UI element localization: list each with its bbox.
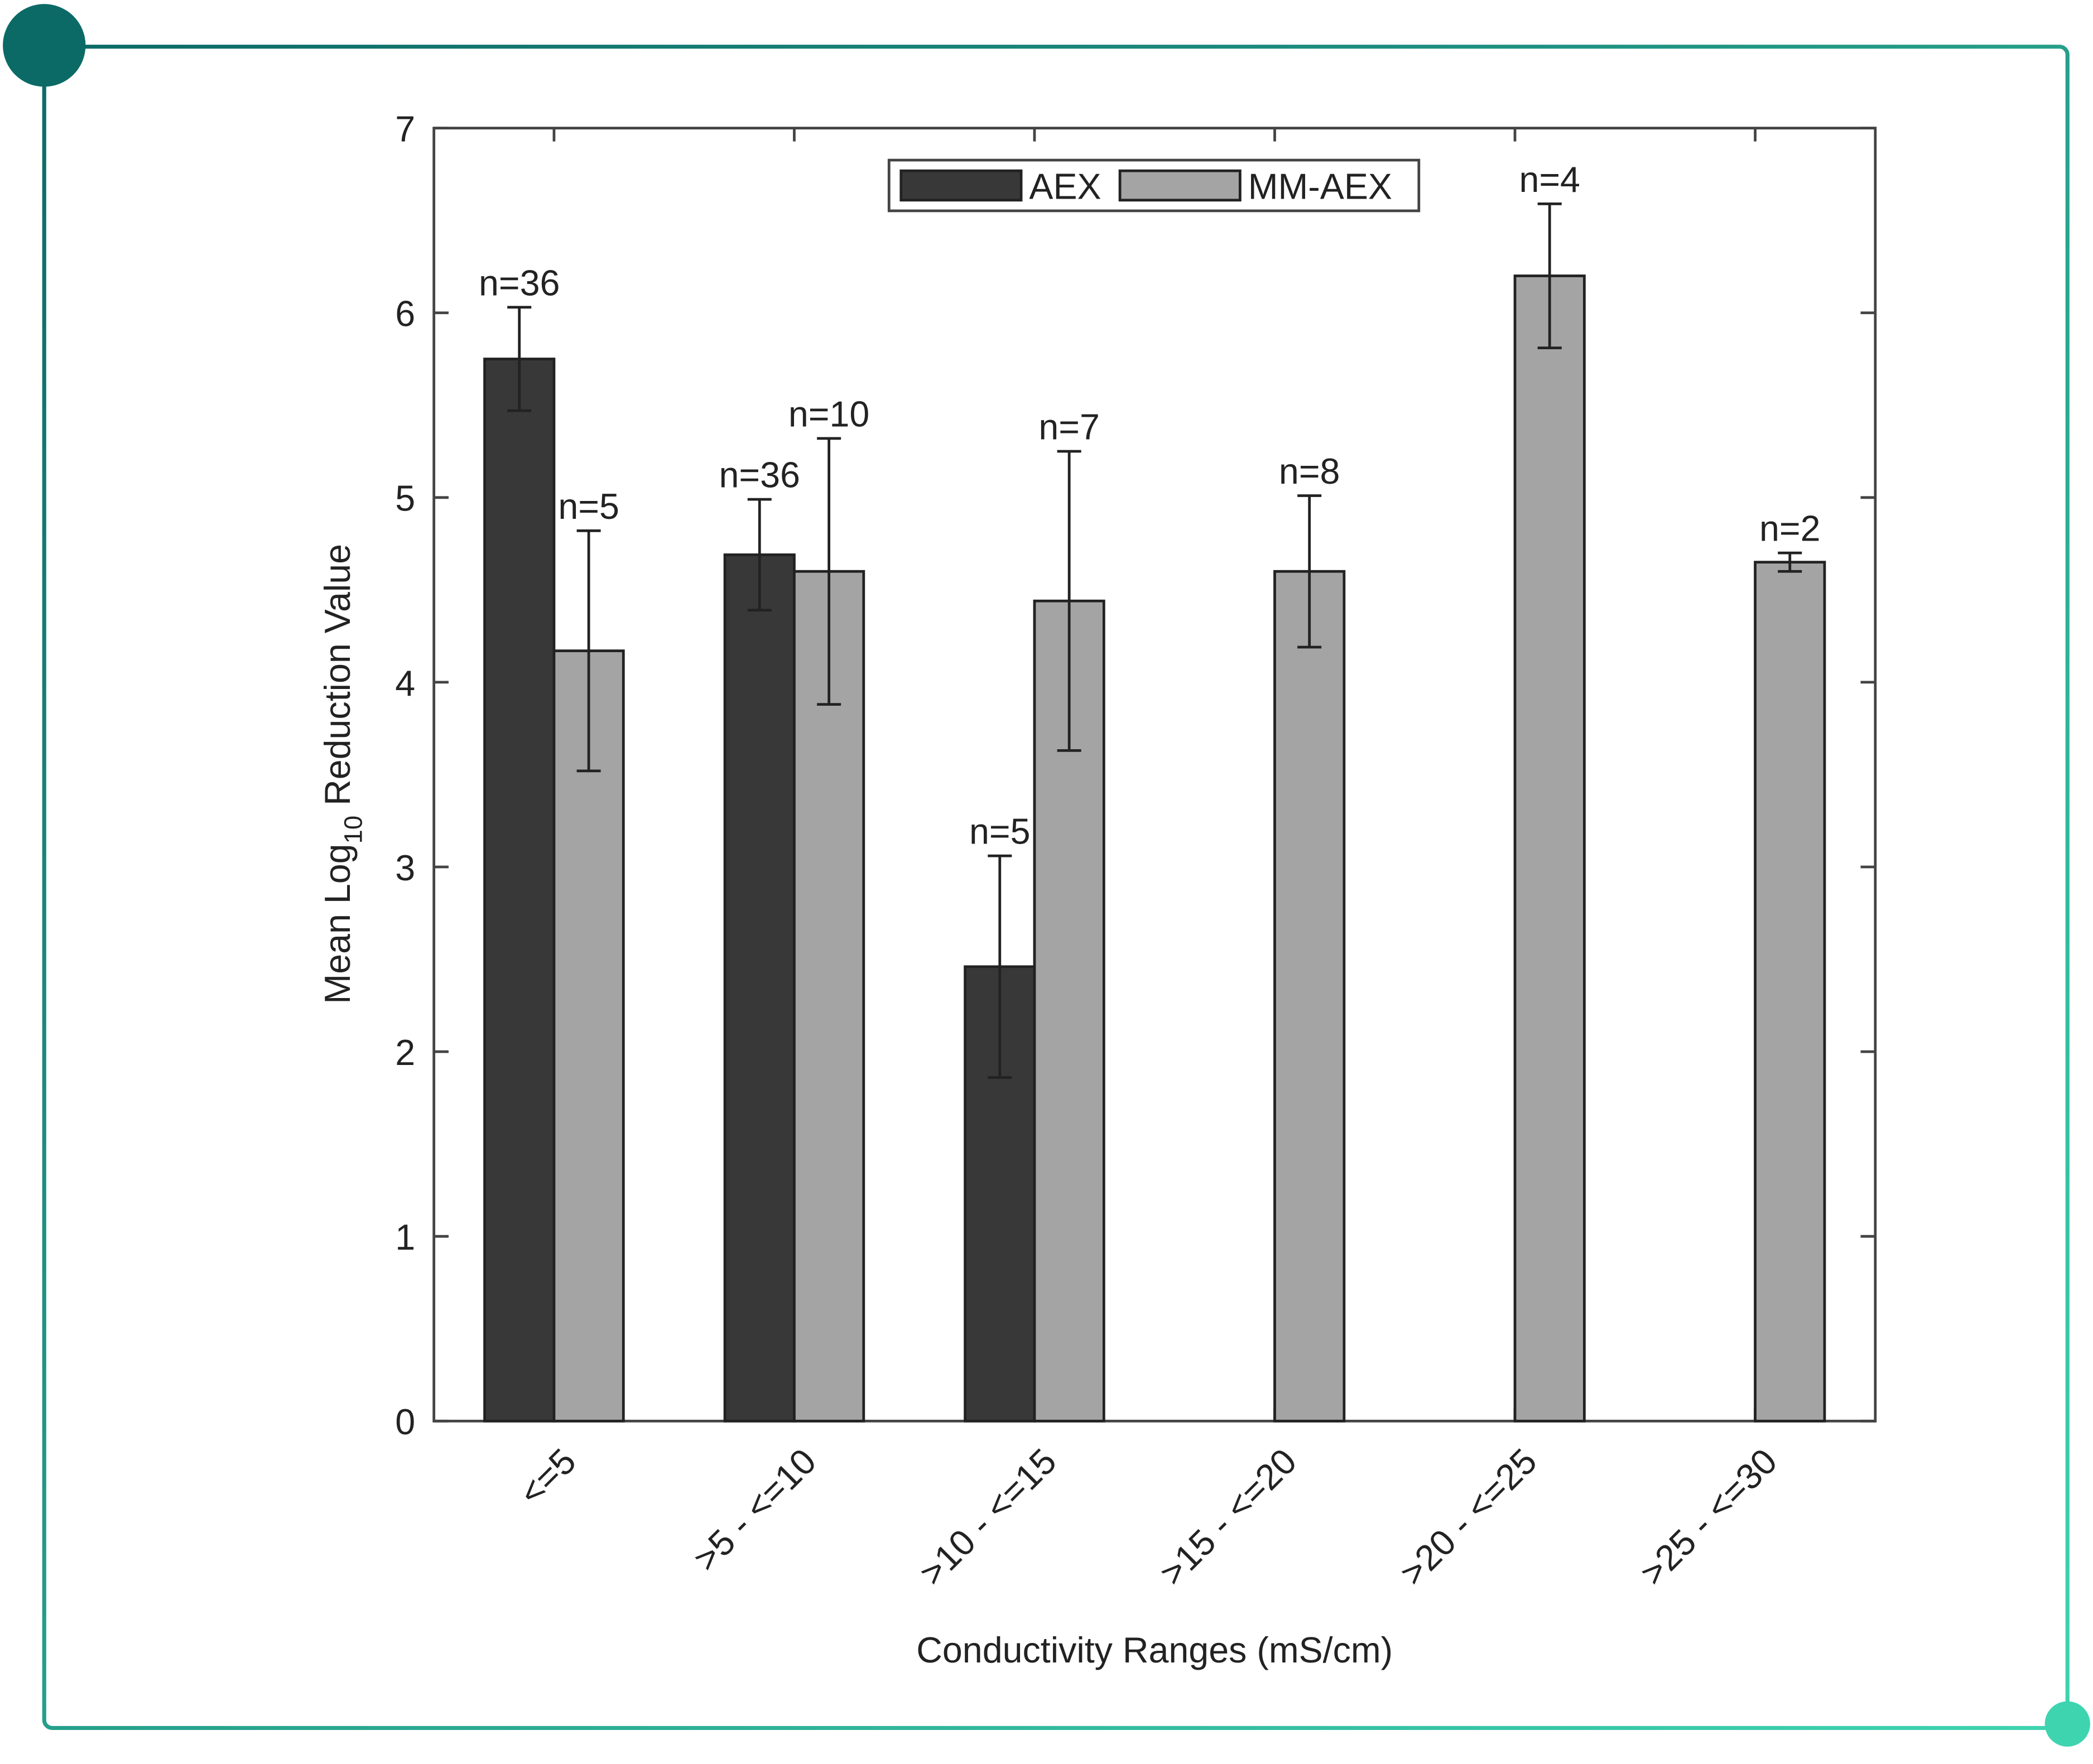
error-bar — [817, 437, 841, 706]
n-label: n=2 — [1759, 509, 1821, 549]
n-label: n=4 — [1519, 160, 1580, 200]
bar — [793, 570, 865, 1423]
frame-dot — [3, 4, 86, 87]
y-tick-label: 4 — [395, 663, 415, 703]
x-axis-label: Conductivity Ranges (mS/cm) — [916, 1630, 1393, 1670]
n-label: n=5 — [969, 812, 1031, 852]
y-tick-label: 2 — [395, 1033, 415, 1073]
error-bar — [747, 498, 772, 612]
bar — [483, 358, 556, 1423]
legend-swatch — [899, 169, 1023, 202]
bar — [1513, 274, 1586, 1423]
y-tick-label: 6 — [395, 294, 415, 334]
y-axis-label-part: Reduction Value — [317, 544, 358, 816]
y-axis-label-part: Mean Log — [317, 844, 358, 1004]
legend-label: AEX — [1029, 166, 1101, 206]
y-tick-label: 3 — [395, 848, 415, 888]
n-label: n=36 — [719, 455, 800, 495]
n-label: n=8 — [1279, 451, 1340, 491]
error-bar — [576, 529, 601, 773]
x-tick-label: >10 - <=15 — [912, 1441, 1064, 1593]
error-bar — [1778, 551, 1802, 573]
x-tick-label: >20 - <=25 — [1392, 1441, 1545, 1593]
plot-area — [432, 127, 1877, 1423]
x-tick-label: >5 - <=10 — [686, 1441, 824, 1579]
x-tick-label: <=5 — [511, 1441, 584, 1514]
frame-dot — [2044, 1701, 2090, 1747]
n-label: n=36 — [479, 263, 560, 303]
error-bar — [1297, 494, 1322, 649]
y-tick-label: 5 — [395, 479, 415, 519]
n-label: n=10 — [788, 394, 869, 434]
n-label: n=5 — [558, 486, 619, 527]
error-bar — [988, 854, 1012, 1079]
n-label: n=7 — [1038, 407, 1100, 447]
y-tick-label: 1 — [395, 1217, 415, 1257]
frame — [42, 45, 2070, 1731]
legend-label: MM-AEX — [1248, 166, 1392, 206]
error-bar — [507, 306, 532, 412]
y-tick-label: 0 — [395, 1402, 415, 1442]
bar — [1754, 561, 1826, 1423]
x-tick-label: >25 - <=30 — [1632, 1441, 1784, 1593]
legend-swatch — [1118, 169, 1242, 202]
bar — [723, 553, 796, 1423]
y-axis-label-sub: 10 — [339, 816, 367, 844]
y-tick-label: 7 — [395, 109, 415, 150]
x-tick-label: >15 - <=20 — [1152, 1441, 1304, 1593]
y-axis-label: Mean Log10 Reduction Value — [317, 544, 368, 1004]
error-bar — [1537, 202, 1562, 350]
bar — [1273, 570, 1346, 1423]
error-bar — [1057, 450, 1081, 752]
